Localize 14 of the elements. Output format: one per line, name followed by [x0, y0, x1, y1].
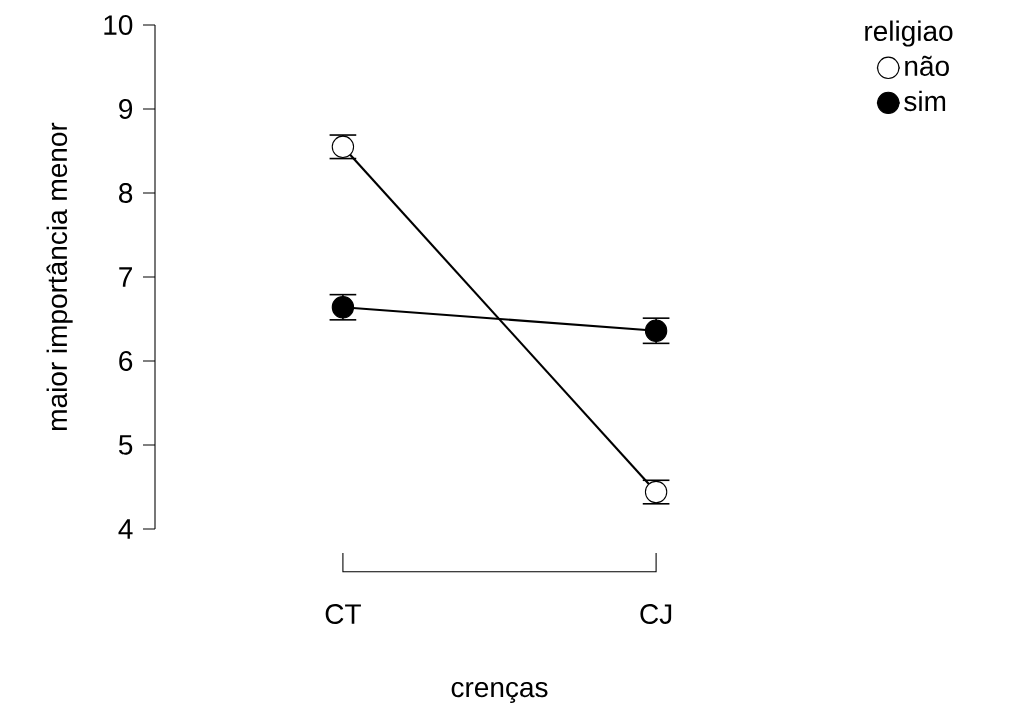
y-tick-label: 9 [119, 99, 133, 119]
y-axis-title: maior importância menor [46, 122, 73, 430]
legend-label: não [905, 55, 949, 77]
y-tick-label: 8 [119, 183, 133, 203]
y-tick-label: 5 [118, 435, 133, 455]
x-tick-label: CT [325, 604, 361, 624]
x-tick-label: CJ [640, 604, 672, 624]
legend-label: sim [904, 90, 946, 112]
y-tick-label: 10 [104, 15, 133, 35]
y-tick-label: 7 [119, 267, 132, 287]
x-axis-title: crenças [451, 681, 548, 703]
legend-title: religiao [865, 20, 953, 47]
y-tick-label: 4 [118, 519, 133, 539]
y-tick-label: 6 [119, 351, 133, 371]
